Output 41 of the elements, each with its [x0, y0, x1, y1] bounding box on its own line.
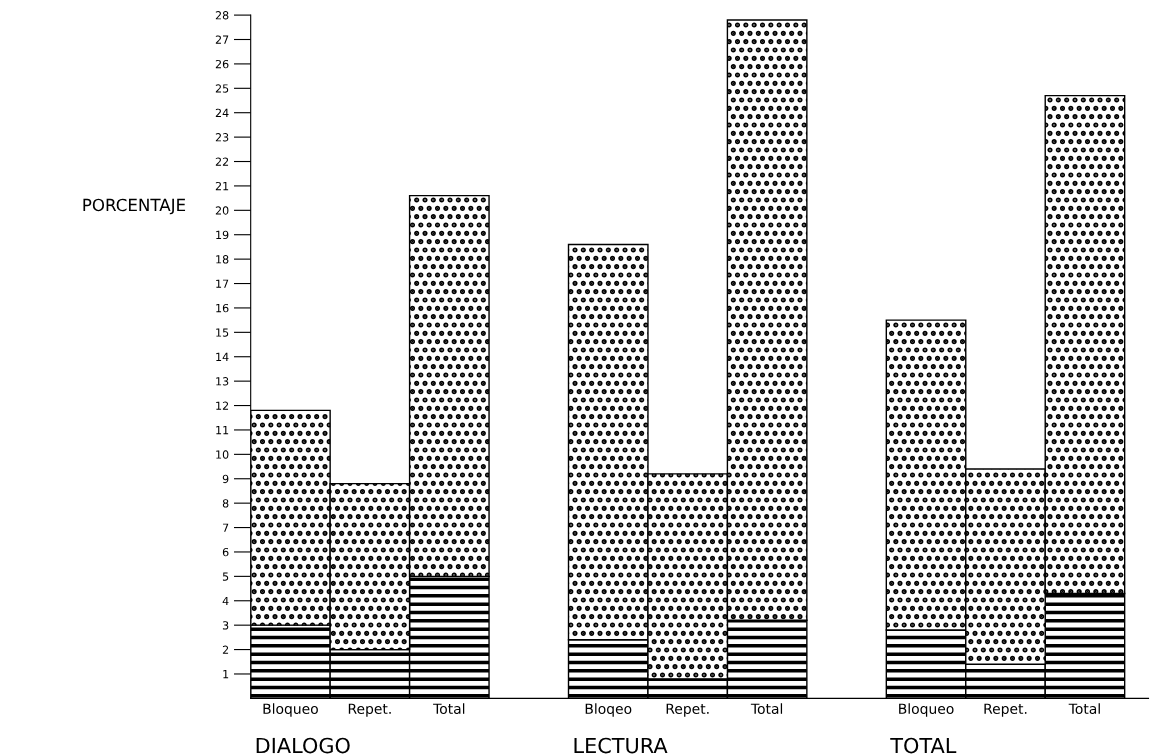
x-tick-label: Repet.	[348, 703, 391, 717]
x-tick-label: Total	[750, 703, 783, 714]
y-tick-label: 9	[222, 474, 229, 484]
y-tick-label: 14	[216, 352, 229, 361]
y-tick-label: 20	[215, 206, 229, 215]
y-tick-label: 28	[215, 11, 229, 20]
y-tick-label: 23	[215, 133, 229, 142]
y-tick-label: 15	[216, 328, 229, 337]
y-tick-label: 17	[216, 279, 229, 288]
y-tick-label: 10	[216, 450, 229, 459]
y-tick-label: 1	[223, 670, 229, 679]
x-tick-label: Repet.	[984, 703, 1027, 717]
y-tick-label: 13	[216, 377, 229, 386]
y-tick-label: 24	[215, 108, 229, 117]
x-tick-label: Total	[1068, 703, 1100, 714]
y-tick-label: 5	[222, 572, 229, 581]
y-tick-label: 11	[216, 426, 229, 435]
y-tick-label: 18	[216, 255, 229, 264]
y-tick-label: 19	[216, 230, 229, 240]
y-tick-label: 16	[216, 303, 229, 313]
x-tick-label: Bloqeo	[585, 703, 632, 717]
y-tick-label: 3	[222, 621, 229, 630]
y-tick-label: 2	[222, 645, 229, 654]
y-tick-label: 21	[215, 181, 229, 191]
y-tick-label: 22	[215, 157, 229, 166]
text: TOTAL	[890, 737, 957, 754]
y-tick-label: 8	[222, 499, 229, 508]
y-tick-label: 27	[215, 35, 229, 44]
x-tick-label: Bloqueo	[263, 703, 318, 717]
x-tick-label: Total	[433, 703, 465, 714]
y-axis-title: PORCENTAJE	[83, 198, 186, 215]
y-tick-label: 4	[222, 596, 229, 605]
text: LECTURA	[574, 737, 668, 754]
y-tick-label: 12	[216, 401, 229, 410]
y-tick-label: 26	[215, 59, 229, 69]
text: DIALOGO	[256, 737, 350, 754]
x-tick-label: Repet.	[666, 703, 709, 717]
x-tick-label: Bloqueo	[899, 703, 954, 717]
y-tick-label: 25	[215, 84, 229, 93]
y-tick-label: 7	[223, 523, 229, 532]
y-tick-label: 6	[222, 547, 229, 557]
